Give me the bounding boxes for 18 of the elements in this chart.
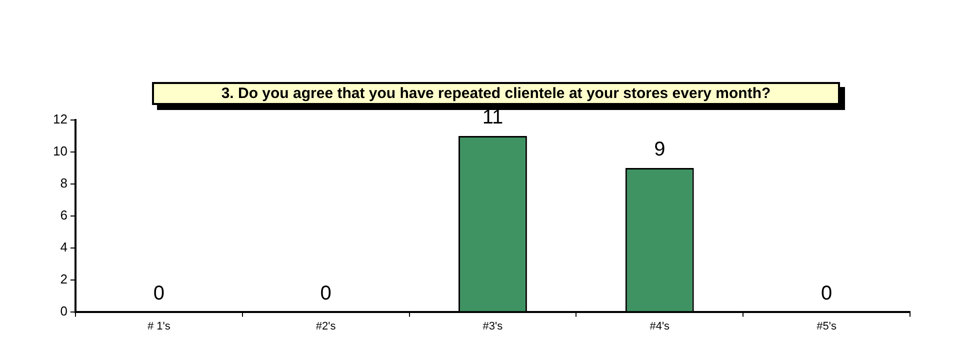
y-tick-label: 12: [52, 112, 68, 127]
x-tick-label: # 1's: [147, 320, 171, 332]
chart-title: 3. Do you agree that you have repeated clientele at your stores every month?: [152, 82, 840, 105]
y-tick-label: 6: [60, 207, 68, 222]
data-label: 0: [820, 282, 832, 304]
data-label: 9: [654, 138, 666, 160]
y-tick-label: 8: [60, 176, 68, 191]
x-tick-label: #4's: [650, 320, 670, 332]
y-tick-label: 0: [60, 303, 68, 318]
data-label: 0: [320, 282, 332, 304]
x-tick-label: #2's: [316, 320, 336, 332]
data-label: 11: [482, 106, 504, 128]
y-tick-label: 10: [52, 144, 68, 159]
y-tick-label: 4: [60, 239, 68, 254]
data-label: 0: [153, 282, 164, 304]
x-tick-label: #3's: [482, 320, 504, 332]
x-tick-label: #5's: [816, 320, 837, 332]
y-tick-label: 2: [60, 271, 68, 286]
